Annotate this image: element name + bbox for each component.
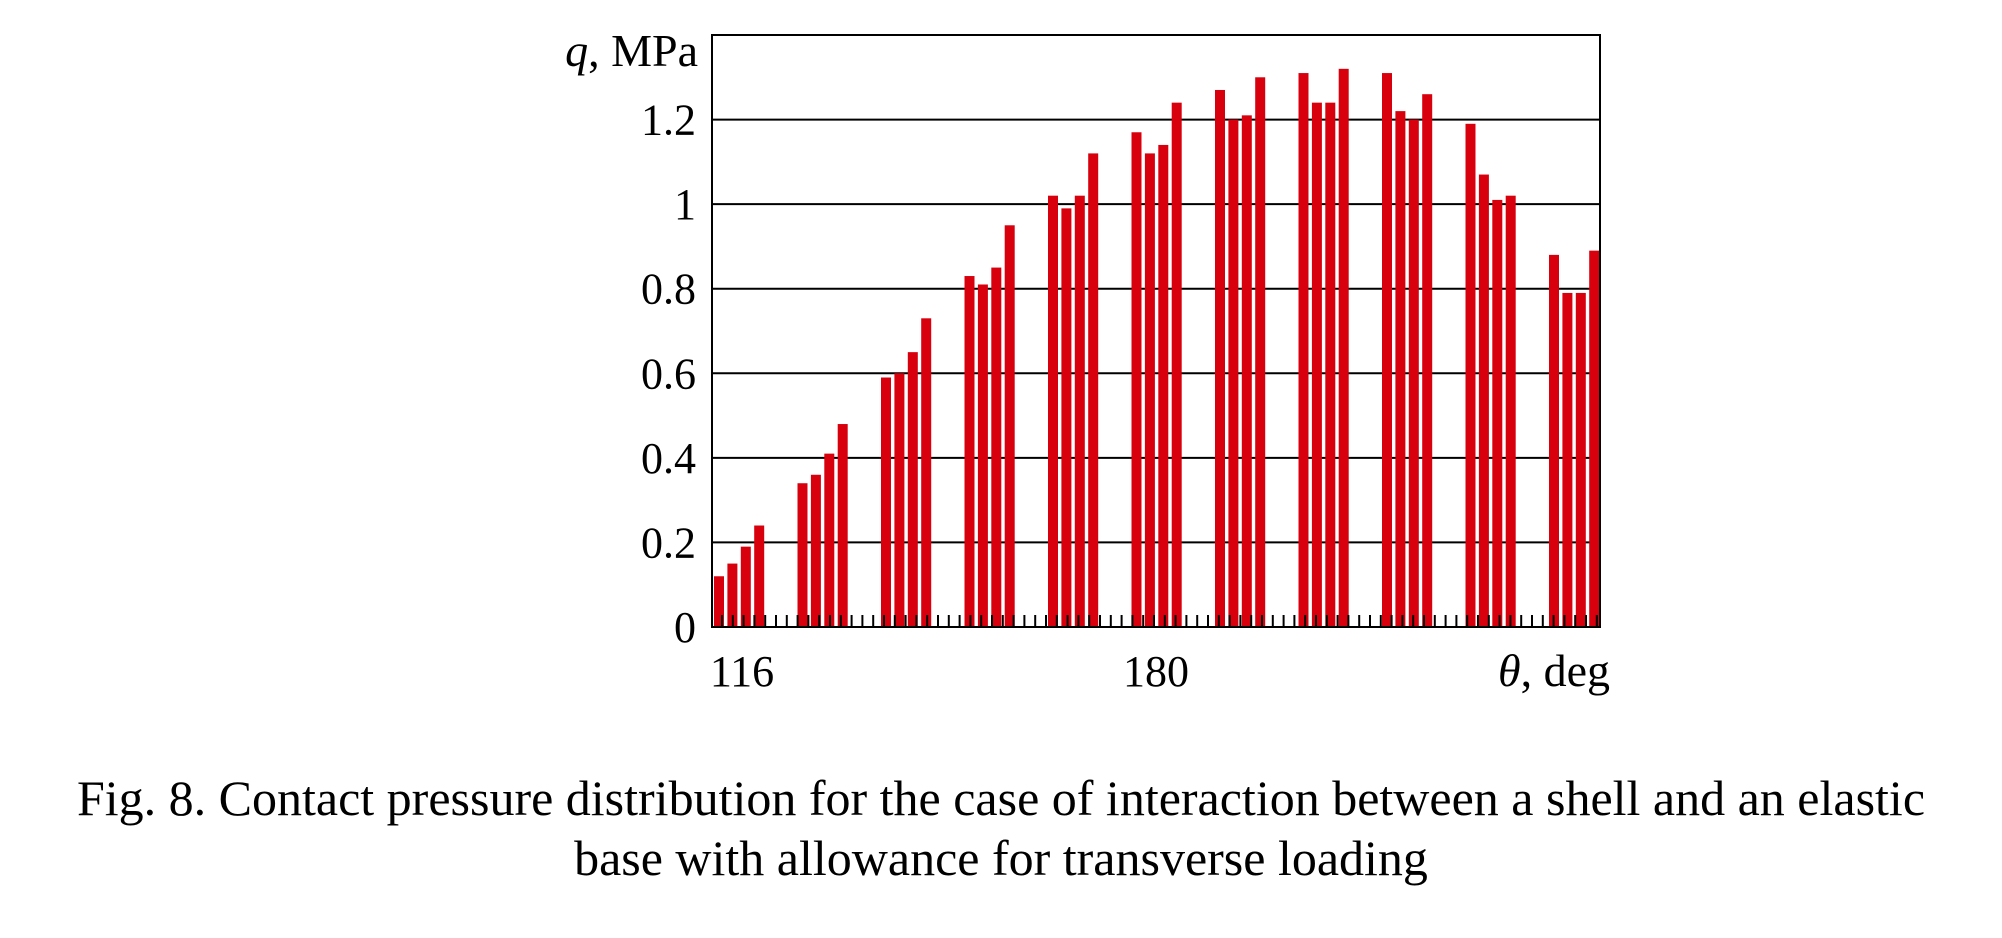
bar [1589, 250, 1600, 627]
y-tick-label: 0.2 [641, 518, 696, 567]
bar [1215, 89, 1225, 627]
bar [1338, 68, 1349, 628]
y-axis-label: q, MPa [565, 25, 698, 76]
y-tick-label: 1.2 [641, 96, 696, 145]
y-tick-label: 0 [674, 603, 696, 652]
bar [1562, 292, 1573, 627]
bar [894, 373, 905, 627]
bar [797, 483, 808, 627]
bar [1395, 111, 1406, 628]
grid-lines [712, 118, 1600, 544]
bar [881, 377, 891, 627]
bar [824, 453, 835, 627]
bar [1144, 153, 1155, 627]
bar [977, 284, 988, 627]
x-tick-label: 180 [1123, 647, 1189, 696]
bar [1298, 73, 1309, 628]
bar [727, 563, 738, 627]
bar-chart: 0 0.2 0.4 0.6 0.8 1 1.2 116 180 q, MPa θ, deg [565, 25, 1610, 696]
y-tick-label: 0.8 [641, 265, 696, 314]
y-axis-unit: , MPa [588, 25, 698, 76]
bar [1158, 144, 1169, 627]
bar [1465, 123, 1476, 628]
bar [907, 352, 918, 627]
caption-line-1: Fig. 8. Contact pressure distribution fo… [76, 770, 1926, 826]
bar [1228, 119, 1239, 628]
x-tick-marks [721, 615, 1598, 627]
bar [1549, 254, 1559, 627]
bar [1048, 195, 1058, 627]
bar [1422, 94, 1433, 627]
bar [1131, 132, 1142, 627]
bar [1408, 119, 1419, 628]
bar [1004, 225, 1015, 628]
caption-line-2: base with allowance for transverse loadi… [574, 830, 1428, 886]
bar [1088, 153, 1099, 627]
bar [714, 576, 724, 627]
bar [1325, 102, 1336, 627]
x-tick-label: 116 [710, 647, 774, 696]
y-axis-variable: q [565, 25, 588, 76]
bar-series [714, 68, 1600, 628]
bar [991, 267, 1002, 627]
bar [754, 525, 765, 627]
bar [1061, 208, 1072, 627]
bar [1171, 102, 1182, 627]
bar [810, 474, 821, 627]
bar [964, 276, 975, 627]
y-tick-label: 1 [674, 180, 696, 229]
bar [1575, 292, 1586, 627]
x-axis-unit: , deg [1521, 645, 1610, 696]
y-tick-label: 0.6 [641, 349, 696, 398]
bar [1478, 174, 1489, 628]
x-axis-variable: θ [1498, 645, 1521, 696]
bar [1311, 102, 1322, 627]
x-tick-labels: 116 180 [710, 647, 1189, 696]
bar [1074, 195, 1085, 627]
bar [1382, 73, 1392, 628]
bar [837, 424, 848, 627]
y-tick-label: 0.4 [641, 434, 696, 483]
plot-frame [711, 34, 1601, 628]
bar [1255, 77, 1266, 628]
bar [740, 546, 751, 627]
x-axis-label: θ, deg [1498, 645, 1610, 696]
bar [1492, 199, 1503, 627]
bar [921, 318, 932, 627]
figure-caption: Fig. 8. Contact pressure distribution fo… [0, 768, 2002, 888]
bar [1241, 115, 1252, 627]
y-tick-labels: 0 0.2 0.4 0.6 0.8 1 1.2 [641, 96, 696, 652]
bar [1505, 195, 1516, 627]
